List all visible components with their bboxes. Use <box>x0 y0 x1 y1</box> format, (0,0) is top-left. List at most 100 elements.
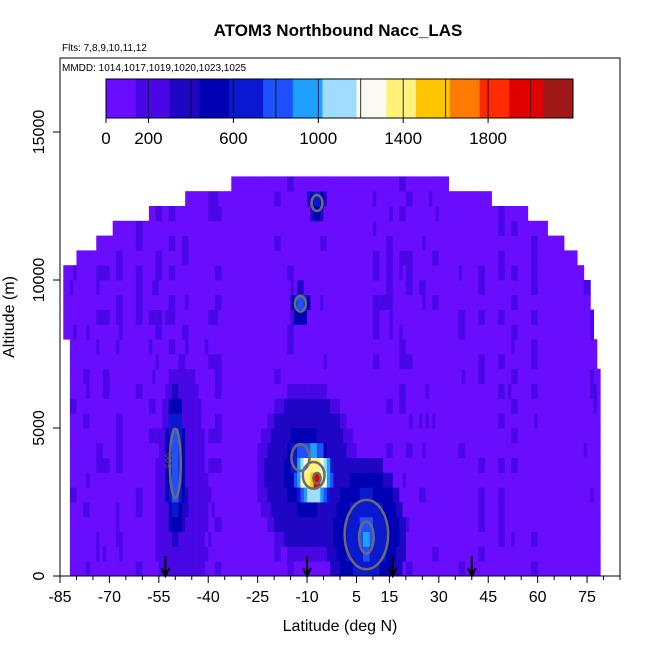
heatmap-cell <box>204 309 209 325</box>
heatmap-cell <box>254 309 259 325</box>
heatmap-cell <box>478 324 483 340</box>
heatmap-cell <box>425 250 430 266</box>
heatmap-cell <box>125 265 130 281</box>
heatmap-cell <box>152 206 156 222</box>
heatmap-cell <box>560 457 565 473</box>
heatmap-cell <box>251 339 255 355</box>
heatmap-cell <box>349 324 354 340</box>
heatmap-cell <box>376 309 380 325</box>
heatmap-cell <box>458 428 463 444</box>
colorbar-swatch <box>424 79 430 118</box>
heatmap-cell <box>198 472 203 488</box>
heatmap-cell <box>366 457 371 473</box>
heatmap-cell <box>399 280 403 296</box>
heatmap-cell <box>129 502 133 518</box>
heatmap-cell <box>112 502 117 518</box>
heatmap-cell <box>99 472 104 488</box>
heatmap-cell <box>178 531 183 547</box>
heatmap-cell <box>119 324 123 340</box>
heatmap-cell <box>330 176 334 192</box>
heatmap-cell <box>116 250 120 266</box>
heatmap-cell <box>527 280 532 296</box>
heatmap-cell <box>554 368 558 384</box>
heatmap-cell <box>300 265 305 281</box>
heatmap-cell <box>148 502 153 518</box>
heatmap-cell <box>293 250 298 266</box>
heatmap-cell <box>531 383 535 399</box>
heatmap-cell <box>392 368 397 384</box>
heatmap-cell <box>277 487 282 503</box>
heatmap-cell <box>119 442 123 458</box>
heatmap-cell <box>224 442 229 458</box>
heatmap-cell <box>458 531 463 547</box>
heatmap-cell <box>162 546 166 562</box>
heatmap-cell <box>316 472 321 488</box>
heatmap-cell <box>145 442 150 458</box>
heatmap-cell <box>323 294 328 310</box>
heatmap-cell <box>501 442 506 458</box>
heatmap-cell <box>399 413 403 429</box>
heatmap-cell <box>547 442 552 458</box>
heatmap-cell <box>567 546 571 562</box>
heatmap-cell <box>478 457 483 473</box>
heatmap-cell <box>554 339 558 355</box>
heatmap-cell <box>244 502 249 518</box>
heatmap-cell <box>524 531 529 547</box>
heatmap-cell <box>366 191 371 207</box>
heatmap-cell <box>280 191 285 207</box>
heatmap-cell <box>560 339 565 355</box>
heatmap-cell <box>214 442 219 458</box>
heatmap-cell <box>544 487 548 503</box>
heatmap-cell <box>76 442 81 458</box>
heatmap-cell <box>303 383 308 399</box>
heatmap-cell <box>247 265 252 281</box>
heatmap-cell <box>425 206 430 222</box>
heatmap-cell <box>583 309 588 325</box>
heatmap-cell <box>326 487 331 503</box>
heatmap-cell <box>554 516 558 532</box>
heatmap-cell <box>455 265 459 281</box>
heatmap-cell <box>445 561 450 577</box>
heatmap-cell <box>297 250 301 266</box>
heatmap-cell <box>142 398 147 414</box>
heatmap-cell <box>109 235 114 251</box>
heatmap-cell <box>201 428 206 444</box>
heatmap-cell <box>346 413 351 429</box>
heatmap-cell <box>198 413 203 429</box>
heatmap-cell <box>191 546 196 562</box>
heatmap-cell <box>570 309 575 325</box>
heatmap-cell <box>162 206 166 222</box>
colorbar-swatch <box>522 79 527 118</box>
heatmap-cell <box>303 472 308 488</box>
heatmap-cell <box>448 354 453 370</box>
colorbar-swatch <box>339 79 345 118</box>
heatmap-cell <box>366 250 371 266</box>
heatmap-cell <box>379 339 384 355</box>
heatmap-cell <box>412 457 417 473</box>
heatmap-cell <box>534 220 539 236</box>
heatmap-cell <box>415 354 420 370</box>
heatmap-cell <box>79 324 84 340</box>
heatmap-cell <box>158 546 163 562</box>
heatmap-cell <box>484 280 489 296</box>
heatmap-cell <box>86 561 91 577</box>
heatmap-cell <box>188 294 193 310</box>
heatmap-cell <box>99 428 104 444</box>
heatmap-cell <box>145 354 150 370</box>
heatmap-cell <box>79 531 84 547</box>
heatmap-cell <box>409 546 413 562</box>
heatmap-cell <box>264 265 268 281</box>
heatmap-cell <box>517 413 522 429</box>
heatmap-cell <box>158 250 163 266</box>
heatmap-cell <box>409 413 413 429</box>
heatmap-cell <box>267 220 272 236</box>
heatmap-cell <box>567 280 571 296</box>
heatmap-cell <box>201 546 206 562</box>
heatmap-cell <box>270 487 275 503</box>
heatmap-cell <box>260 250 265 266</box>
heatmap-cell <box>172 546 176 562</box>
heatmap-cell <box>320 383 324 399</box>
heatmap-cell <box>181 516 186 532</box>
heatmap-cell <box>172 368 176 384</box>
heatmap-cell <box>445 280 450 296</box>
